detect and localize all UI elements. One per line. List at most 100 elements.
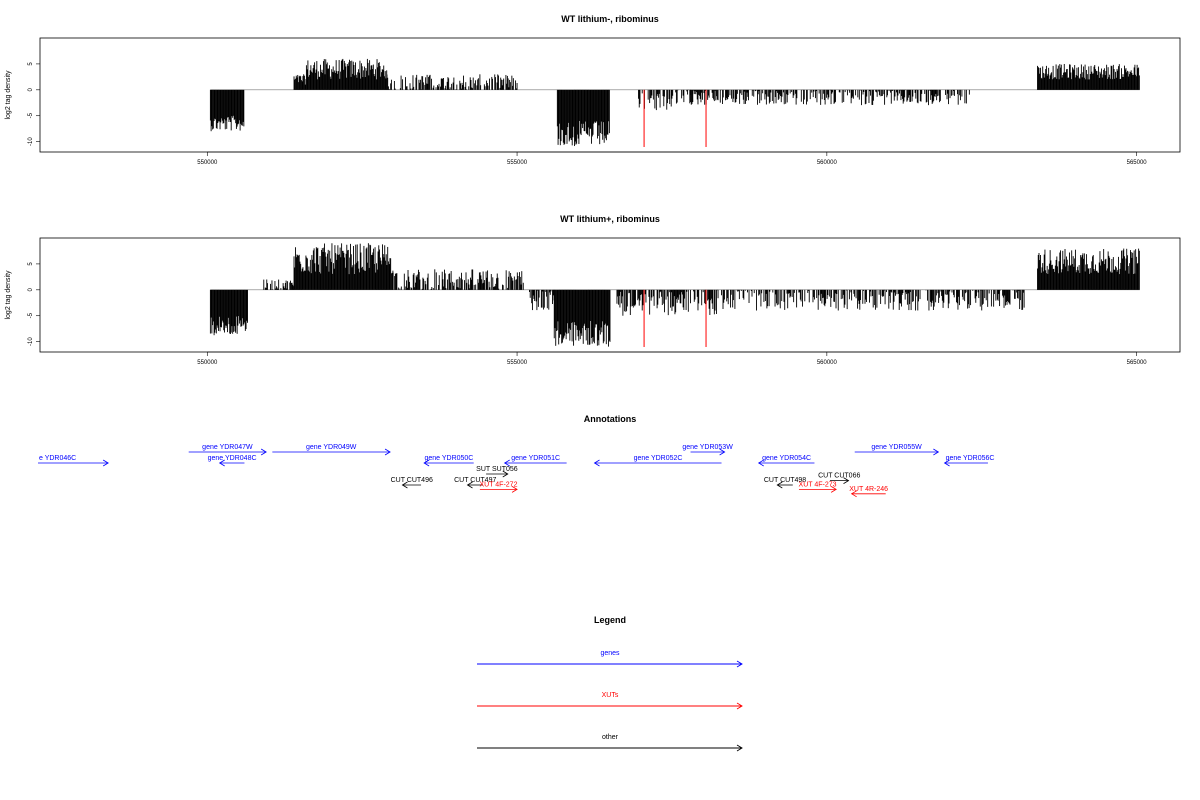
- legend: Legend genes XUTs other: [477, 615, 743, 752]
- feature-arrowhead: [401, 481, 408, 489]
- x-axis-ticks-lithium-plus: 550000 555000 560000 565000: [197, 351, 1148, 366]
- feature-arrowhead: [102, 459, 109, 467]
- signal-bars-lithium-minus: [209, 58, 1140, 147]
- annotation-feature: XUT 4R-246: [849, 486, 888, 498]
- track-panel-lithium-plus: WT lithium+, ribominus log2 tag density …: [5, 214, 1181, 366]
- annotation-feature: gene YDR049W: [272, 444, 391, 456]
- feature-label: gene YDR054C: [762, 455, 811, 462]
- feature-arrowhead: [502, 470, 509, 478]
- feature-arrowhead: [218, 459, 225, 467]
- feature-label: XUT 4F-272: [479, 481, 517, 488]
- annotation-features: e YDR046C gene YDR047W gene YDR048C gene YD…: [38, 444, 995, 498]
- legend-item: XUTs: [477, 692, 743, 710]
- annotation-feature: XUT 4F-273: [799, 481, 837, 493]
- annotation-feature: gene YDR053W: [682, 444, 733, 456]
- feature-arrowhead: [466, 481, 473, 489]
- feature-label: XUT 4F-273: [799, 481, 837, 488]
- feature-arrowhead: [503, 459, 510, 467]
- y-tick-label: -5: [28, 112, 34, 118]
- feature-arrowhead: [776, 481, 783, 489]
- annotation-feature: CUT CUT496: [391, 477, 433, 489]
- annotation-feature: e YDR046C: [38, 455, 109, 467]
- x-tick-label: 555000: [507, 160, 528, 166]
- feature-label: gene YDR047W: [202, 444, 253, 451]
- x-tick-label: 555000: [507, 360, 528, 366]
- feature-label: gene YDR048C: [208, 455, 257, 462]
- annotation-feature: SUT SUT056: [476, 466, 518, 478]
- legend-title: Legend: [594, 615, 626, 625]
- feature-label: CUT CUT066: [818, 473, 860, 480]
- y-axis-label-lithium-plus: log2 tag density: [5, 270, 12, 320]
- track-panel-lithium-minus: WT lithium-, ribominus log2 tag density …: [5, 14, 1181, 166]
- marker-lines-lithium-minus: [643, 89, 707, 147]
- annotation-feature: gene YDR052C: [593, 455, 722, 467]
- legend-item: other: [477, 734, 743, 752]
- x-axis-ticks-lithium-minus: 550000 555000 560000 565000: [197, 151, 1148, 166]
- annotation-feature: gene YDR056C: [943, 455, 995, 467]
- feature-arrowhead: [933, 448, 940, 456]
- annotation-feature: CUT CUT498: [764, 477, 806, 489]
- feature-arrowhead: [757, 459, 764, 467]
- feature-label: gene YDR055W: [871, 444, 922, 451]
- legend-arrowhead: [736, 744, 743, 752]
- annotation-feature: gene YDR047W: [188, 444, 267, 456]
- y-axis-label-lithium-minus: log2 tag density: [5, 70, 12, 120]
- feature-arrowhead: [260, 448, 267, 456]
- feature-label: gene YDR049W: [306, 444, 357, 451]
- x-tick-label: 550000: [197, 360, 218, 366]
- feature-label: gene YDR052C: [634, 455, 683, 462]
- legend-label: XUTs: [602, 692, 619, 699]
- annotation-feature: gene YDR050C: [423, 455, 474, 467]
- annotation-feature: gene YDR054C: [757, 455, 815, 467]
- feature-arrowhead: [593, 459, 600, 467]
- legend-label: genes: [600, 650, 620, 657]
- x-tick-label: 560000: [817, 360, 838, 366]
- legend-arrowhead: [736, 660, 743, 668]
- x-tick-label: 560000: [817, 160, 838, 166]
- x-tick-label: 565000: [1127, 160, 1148, 166]
- annotation-feature: gene YDR048C: [208, 455, 257, 467]
- feature-arrowhead: [423, 459, 430, 467]
- feature-label: gene YDR051C: [511, 455, 560, 462]
- annotation-feature: CUT CUT066: [818, 473, 860, 484]
- feature-label: CUT CUT496: [391, 477, 433, 484]
- annotation-feature: gene YDR051C: [503, 455, 567, 467]
- feature-arrowhead: [843, 477, 850, 484]
- feature-arrowhead: [943, 459, 950, 467]
- feature-arrowhead: [719, 448, 726, 456]
- x-tick-label: 550000: [197, 160, 218, 166]
- marker-lines-lithium-plus: [643, 289, 707, 347]
- legend-label: other: [602, 734, 619, 741]
- y-tick-label: -5: [28, 312, 34, 318]
- feature-arrowhead: [850, 490, 857, 498]
- y-tick-label: 5: [28, 262, 34, 266]
- y-axis-ticks-lithium-minus: 5 0 -5 -10: [28, 62, 40, 146]
- feature-label: CUT CUT498: [764, 477, 806, 484]
- feature-label: CUT CUT497: [454, 477, 496, 484]
- annotations-title: Annotations: [584, 414, 637, 424]
- feature-arrowhead: [830, 486, 837, 493]
- legend-item: genes: [477, 650, 743, 668]
- y-tick-label: -10: [28, 337, 34, 346]
- y-tick-label: -10: [28, 137, 34, 146]
- annotation-feature: CUT CUT497: [454, 477, 496, 489]
- feature-label: gene YDR050C: [424, 455, 473, 462]
- annotation-feature: XUT 4F-272: [479, 481, 518, 493]
- signal-bars-lithium-plus: [209, 243, 1140, 347]
- feature-label: e YDR046C: [39, 455, 76, 462]
- y-tick-label: 0: [28, 287, 34, 291]
- legend-items: genes XUTs other: [477, 650, 743, 752]
- panel-title-lithium-minus: WT lithium-, ribominus: [561, 14, 659, 24]
- annotation-feature: gene YDR055W: [854, 444, 940, 456]
- legend-arrowhead: [736, 702, 743, 710]
- x-tick-label: 565000: [1127, 360, 1148, 366]
- annotation-track: Annotations e YDR046C gene YDR047W gene YD…: [38, 414, 995, 498]
- feature-arrowhead: [511, 486, 518, 493]
- feature-label: gene YDR056C: [946, 455, 995, 462]
- feature-arrowhead: [384, 448, 391, 456]
- y-axis-ticks-lithium-plus: 5 0 -5 -10: [28, 262, 40, 346]
- y-tick-label: 0: [28, 87, 34, 91]
- feature-label: SUT SUT056: [476, 466, 518, 473]
- y-tick-label: 5: [28, 62, 34, 66]
